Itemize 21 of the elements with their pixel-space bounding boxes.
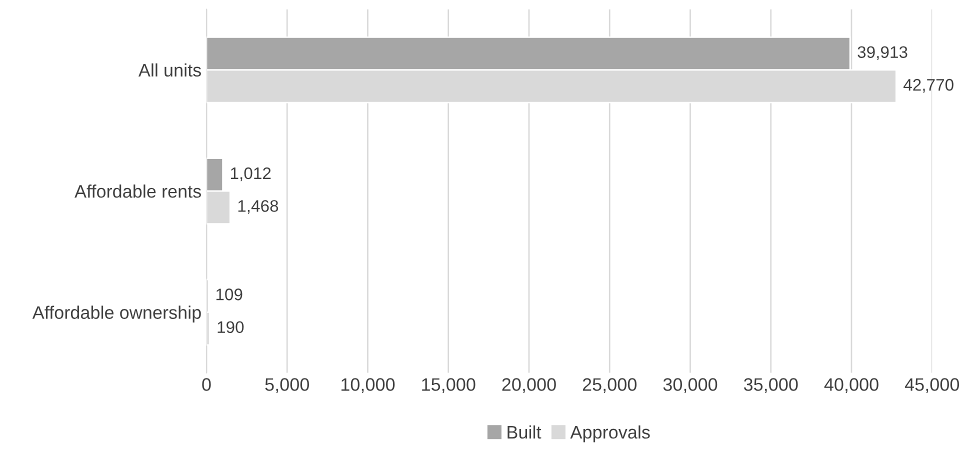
y-tick-label: Affordable rents	[74, 184, 201, 198]
y-tick-label: Affordable ownership	[32, 306, 201, 323]
x-tick-label: 40,000	[824, 378, 878, 394]
legend-label: Approvals	[570, 425, 650, 442]
data-label: 109	[216, 288, 242, 300]
x-tick-label: 30,000	[663, 378, 718, 394]
x-tick-label: 35,000	[744, 378, 798, 394]
x-tick-label: 45,000	[904, 378, 960, 394]
x-tick-label: 0	[202, 378, 211, 391]
data-label: 42,770	[903, 78, 954, 93]
x-tick-label: 10,000	[342, 378, 395, 394]
x-tick-label: 25,000	[582, 378, 637, 394]
data-label: 190	[218, 321, 244, 334]
data-label: 1,468	[238, 200, 278, 214]
x-tick-label: 20,000	[502, 378, 556, 394]
x-tick-label: 15,000	[422, 378, 476, 394]
legend-label: Built	[508, 425, 542, 439]
data-label: 39,913	[858, 46, 908, 60]
x-tick-label: 5,000	[265, 378, 309, 394]
data-label: 1,012	[231, 167, 271, 182]
y-tick-label: All units	[138, 63, 201, 77]
